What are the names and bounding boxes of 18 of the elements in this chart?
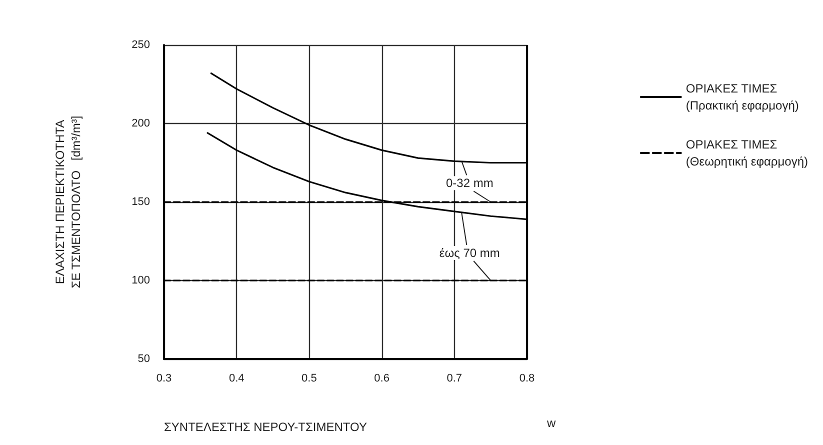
y-tick-label: 150 [132, 196, 150, 208]
y-tick-label: 100 [132, 274, 150, 286]
x-tick-label: 0.8 [519, 372, 535, 384]
x-tick-label: 0.6 [374, 372, 390, 384]
y-tick-label: 50 [138, 353, 150, 365]
text: w [546, 416, 556, 430]
annotation: 0-32 mm [446, 176, 494, 190]
legend-label: ΟΡΙΑΚΕΣ ΤΙΜΕΣ (Πρακτική εφαρμογή) [686, 82, 799, 112]
legend-label: ΟΡΙΑΚΕΣ ΤΙΜΕΣ (Θεωρητική εφαρμογή) [686, 138, 808, 168]
y-tick-label: 250 [132, 39, 150, 51]
x-tick-label: 0.3 [156, 372, 172, 384]
y-axis-title: ΕΛΑΧΙΣΤΗ ΠΕΡΙΕΚΤΙΚΟΤΗΤΑ ΣΕ ΤΣΜΕΝΤΟΠΟΛΤΟ [dm³/m³] [53, 116, 83, 288]
x-tick-label: 0.5 [302, 372, 317, 384]
x-tick-label: 0.7 [446, 372, 462, 384]
x-axis-title: ΣΥΝΤΕΛΕΣΤΗΣ ΝΕΡΟΥ-ΤΣΙΜΕΝΤΟΥ [164, 420, 367, 434]
x-tick-label: 0.4 [228, 372, 244, 384]
annotation: έως 70 mm [439, 246, 500, 260]
y-tick-label: 200 [132, 118, 150, 130]
